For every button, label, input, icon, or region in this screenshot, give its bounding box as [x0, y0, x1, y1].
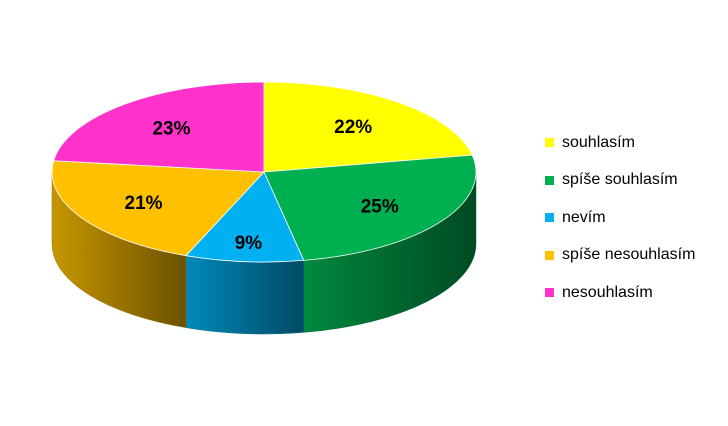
legend-label: nevím [562, 208, 606, 226]
legend-label: souhlasím [562, 133, 635, 151]
legend-item: spíše nesouhlasím [545, 237, 695, 275]
pie-slice-4 [53, 81, 265, 173]
legend-item: nevím [545, 199, 695, 237]
legend-item: nesouhlasím [545, 274, 695, 312]
legend-swatch [545, 250, 554, 260]
data-label-2: 9% [235, 233, 263, 254]
pie-slices [51, 81, 477, 263]
legend-label: spíše nesouhlasím [562, 246, 696, 264]
pie-sides [51, 171, 477, 335]
pie-side-2 [185, 255, 304, 335]
legend-item: spíše souhlasím [545, 162, 695, 200]
pie-slice-1 [263, 154, 477, 261]
legend-swatch [545, 138, 554, 148]
legend-swatch [545, 175, 554, 185]
pie-slice-3 [51, 160, 265, 257]
legend-swatch [545, 213, 554, 223]
data-label-4: 23% [152, 118, 190, 139]
legend-label: nesouhlasím [562, 283, 653, 301]
data-label-1: 25% [361, 196, 399, 217]
legend-item: souhlasím [545, 124, 695, 162]
pie-slice-0 [263, 81, 473, 173]
legend-label: spíše souhlasím [562, 171, 678, 189]
pie-slice-2 [185, 171, 305, 263]
pie-data-labels: 22% 25% 9% 21% 23% [125, 117, 399, 254]
data-label-3: 21% [125, 193, 163, 214]
legend: souhlasím spíše souhlasím nevím spíše nesou… [545, 124, 695, 312]
data-label-0: 22% [334, 117, 372, 138]
legend-swatch [545, 288, 554, 298]
